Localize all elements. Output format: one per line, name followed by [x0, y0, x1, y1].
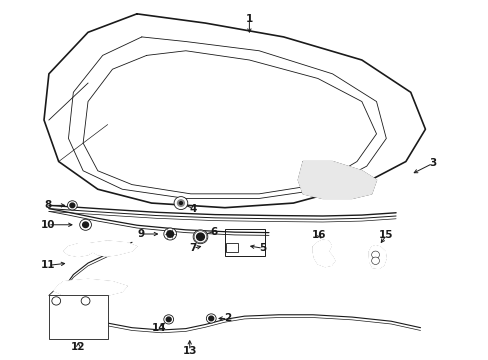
Circle shape	[80, 219, 91, 230]
Text: 7: 7	[189, 243, 197, 253]
Circle shape	[193, 230, 207, 244]
Polygon shape	[298, 162, 376, 198]
Text: 8: 8	[44, 201, 51, 210]
Text: 15: 15	[378, 230, 393, 240]
Circle shape	[196, 233, 204, 240]
Bar	[49, 296, 107, 339]
Circle shape	[371, 257, 379, 265]
Circle shape	[177, 200, 184, 206]
Text: 6: 6	[210, 227, 217, 237]
Circle shape	[163, 228, 176, 240]
Circle shape	[52, 297, 61, 305]
Text: 13: 13	[182, 346, 197, 356]
Text: 14: 14	[151, 323, 166, 333]
Text: 9: 9	[137, 229, 144, 239]
Text: 10: 10	[41, 220, 55, 230]
Circle shape	[208, 316, 213, 321]
Circle shape	[206, 314, 216, 323]
Polygon shape	[54, 279, 127, 297]
Circle shape	[81, 297, 90, 305]
Circle shape	[82, 222, 88, 228]
Text: 1: 1	[245, 14, 252, 24]
Circle shape	[179, 202, 182, 204]
Bar	[224, 229, 264, 256]
Text: 2: 2	[224, 314, 230, 324]
Polygon shape	[312, 240, 334, 267]
Circle shape	[166, 317, 171, 322]
Text: 11: 11	[41, 260, 55, 270]
Text: 5: 5	[259, 243, 266, 253]
Polygon shape	[63, 241, 137, 257]
Circle shape	[371, 251, 379, 258]
Circle shape	[163, 315, 173, 324]
Text: 12: 12	[71, 342, 85, 352]
Text: 4: 4	[189, 204, 197, 213]
Circle shape	[70, 203, 75, 208]
Circle shape	[67, 201, 77, 210]
Circle shape	[174, 197, 187, 210]
Polygon shape	[368, 246, 386, 269]
Circle shape	[166, 231, 173, 237]
Text: 16: 16	[311, 230, 326, 240]
Text: 3: 3	[428, 158, 435, 168]
Bar	[225, 243, 238, 252]
Polygon shape	[44, 14, 425, 208]
